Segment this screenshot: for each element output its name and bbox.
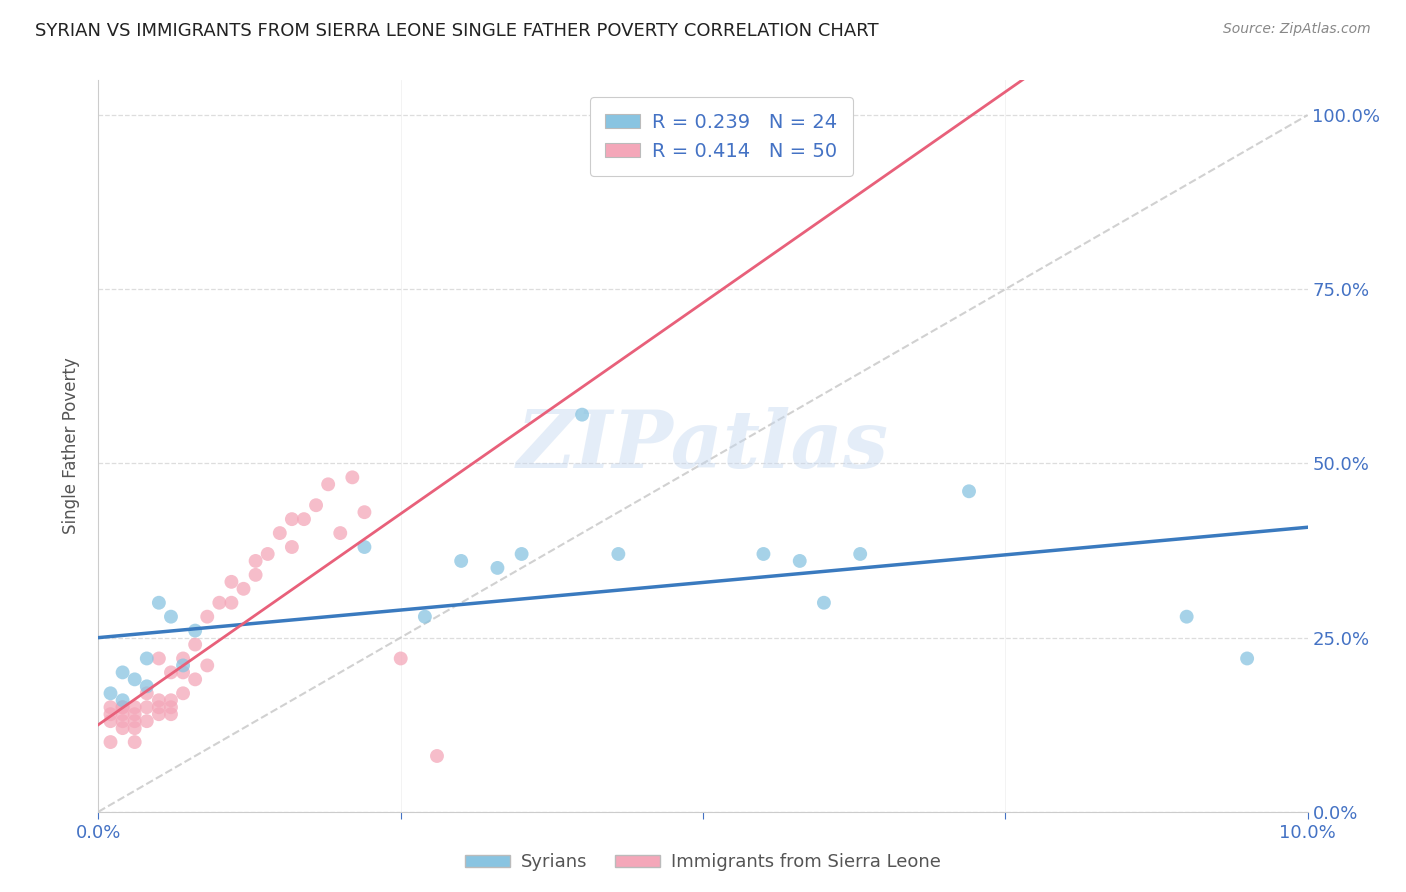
Point	[160, 693, 183, 707]
Point	[305, 498, 328, 512]
Point	[135, 679, 157, 693]
Point	[184, 673, 207, 687]
Point	[135, 686, 157, 700]
Point	[124, 673, 146, 687]
Y-axis label: Single Father Poverty: Single Father Poverty	[62, 358, 80, 534]
Point	[135, 700, 157, 714]
Point	[135, 714, 157, 728]
Point	[100, 700, 122, 714]
Point	[957, 484, 980, 499]
Point	[124, 721, 146, 735]
Point	[329, 526, 352, 541]
Point	[172, 686, 194, 700]
Point	[124, 735, 146, 749]
Point	[426, 749, 449, 764]
Point	[148, 693, 170, 707]
Point	[160, 700, 183, 714]
Point	[221, 574, 243, 589]
Text: ZIPatlas: ZIPatlas	[517, 408, 889, 484]
Point	[148, 596, 170, 610]
Point	[195, 658, 218, 673]
Point	[195, 609, 218, 624]
Point	[111, 700, 134, 714]
Point	[208, 596, 231, 610]
Point	[184, 638, 207, 652]
Point	[124, 714, 146, 728]
Point	[813, 596, 835, 610]
Point	[111, 693, 134, 707]
Point	[172, 658, 194, 673]
Point	[160, 707, 183, 722]
Point	[148, 651, 170, 665]
Point	[389, 651, 412, 665]
Point	[221, 596, 243, 610]
Point	[160, 609, 183, 624]
Point	[100, 714, 122, 728]
Point	[245, 554, 267, 568]
Point	[292, 512, 315, 526]
Point	[172, 651, 194, 665]
Text: Source: ZipAtlas.com: Source: ZipAtlas.com	[1223, 22, 1371, 37]
Point	[450, 554, 472, 568]
Point	[789, 554, 811, 568]
Point	[124, 707, 146, 722]
Point	[752, 547, 775, 561]
Point	[135, 651, 157, 665]
Point	[148, 700, 170, 714]
Point	[232, 582, 254, 596]
Point	[413, 609, 436, 624]
Legend: Syrians, Immigrants from Sierra Leone: Syrians, Immigrants from Sierra Leone	[458, 847, 948, 879]
Point	[316, 477, 339, 491]
Point	[353, 505, 375, 519]
Point	[160, 665, 183, 680]
Text: SYRIAN VS IMMIGRANTS FROM SIERRA LEONE SINGLE FATHER POVERTY CORRELATION CHART: SYRIAN VS IMMIGRANTS FROM SIERRA LEONE S…	[35, 22, 879, 40]
Point	[111, 707, 134, 722]
Point	[1175, 609, 1198, 624]
Point	[849, 547, 872, 561]
Point	[607, 547, 630, 561]
Legend: R = 0.239   N = 24, R = 0.414   N = 50: R = 0.239 N = 24, R = 0.414 N = 50	[589, 97, 852, 176]
Point	[100, 707, 122, 722]
Point	[148, 707, 170, 722]
Point	[184, 624, 207, 638]
Point	[486, 561, 509, 575]
Point	[353, 540, 375, 554]
Point	[111, 721, 134, 735]
Point	[111, 665, 134, 680]
Point	[124, 700, 146, 714]
Point	[281, 540, 304, 554]
Point	[172, 665, 194, 680]
Point	[571, 408, 593, 422]
Point	[342, 470, 364, 484]
Point	[281, 512, 304, 526]
Point	[100, 686, 122, 700]
Point	[111, 714, 134, 728]
Point	[256, 547, 278, 561]
Point	[510, 547, 533, 561]
Point	[245, 567, 267, 582]
Point	[1236, 651, 1258, 665]
Point	[100, 735, 122, 749]
Point	[111, 700, 134, 714]
Point	[269, 526, 291, 541]
